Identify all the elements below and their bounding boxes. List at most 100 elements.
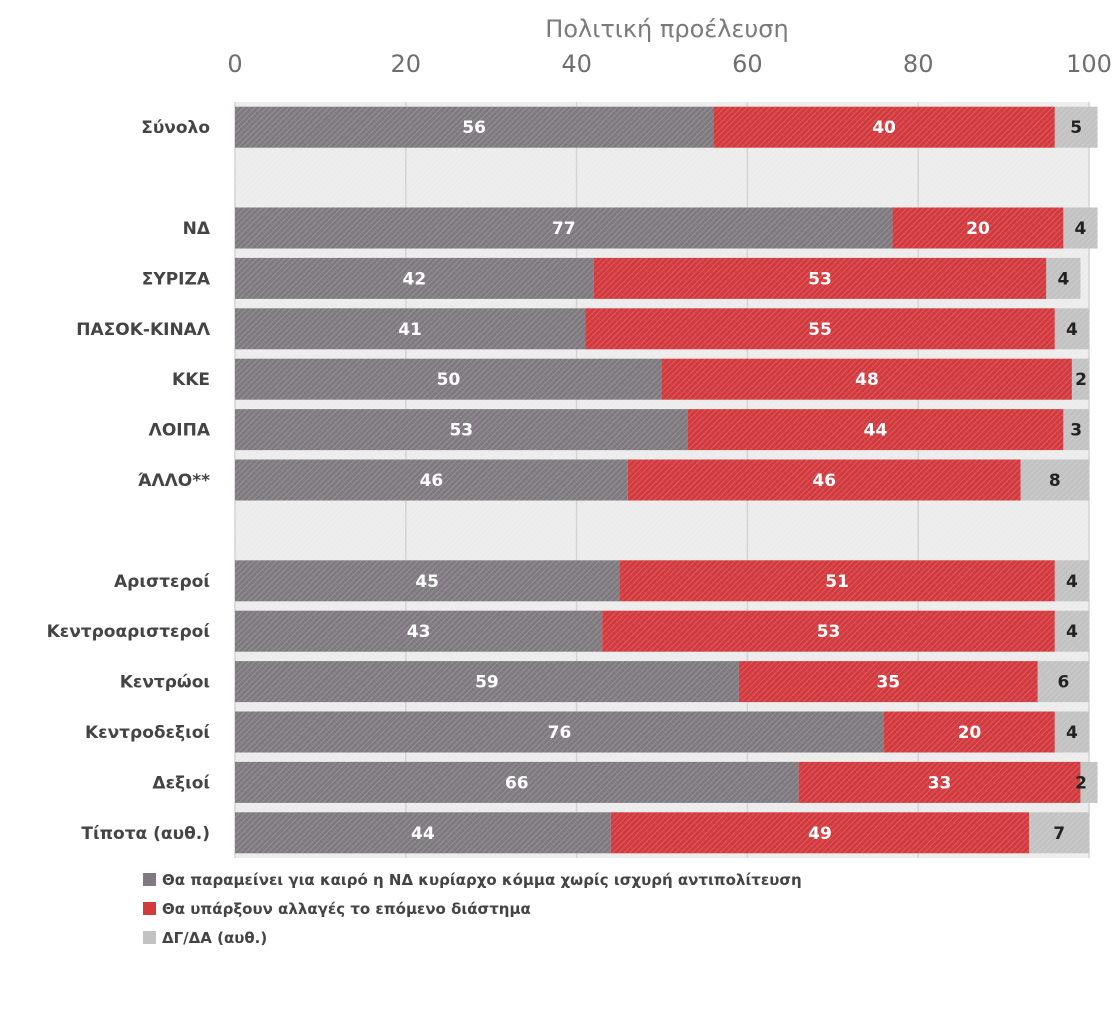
bar-segment-texture (235, 661, 739, 703)
legend-swatch (143, 873, 156, 886)
legend-swatch (143, 931, 156, 944)
x-tick-label: 0 (227, 50, 242, 78)
bar-segment-texture (1054, 560, 1089, 602)
category-label: Τίποτα (αυθ.) (81, 824, 210, 844)
bar-segment-texture (1054, 106, 1098, 148)
bar-data-label: 46 (812, 471, 836, 491)
bar-data-label: 7 (1053, 824, 1065, 844)
category-label: ΠΑΣΟΚ-ΚΙΝΑΛ (76, 320, 211, 340)
bar-segment-texture (1063, 409, 1089, 451)
bar-segment-texture (1020, 459, 1089, 501)
bar-data-label: 3 (1070, 421, 1082, 441)
bar-segment-texture (1029, 812, 1089, 854)
bar-data-label: 51 (825, 572, 849, 592)
category-label: ΆΛΛΟ** (138, 471, 210, 491)
bar-segment-texture (235, 459, 628, 501)
bar-data-label: 2 (1075, 773, 1087, 793)
bar-data-label: 50 (437, 370, 461, 390)
x-tick-label: 100 (1066, 50, 1112, 78)
bar-data-label: 48 (855, 370, 879, 390)
bar-segment-texture (1071, 358, 1089, 400)
bar-segment-texture (738, 661, 1038, 703)
bar-data-label: 35 (876, 673, 900, 693)
bar-data-label: 59 (475, 673, 499, 693)
bar-segment-texture (235, 610, 603, 652)
bar-data-label: 20 (966, 219, 990, 239)
bar-segment-texture (235, 257, 594, 299)
bar-data-label: 6 (1057, 673, 1069, 693)
bar-data-label: 4 (1066, 572, 1078, 592)
category-label: Σύνολο (141, 118, 210, 138)
category-labels: Σύνολο ΝΔ ΣΥΡΙΖΑ ΠΑΣΟΚ-ΚΙΝΑΛ ΚΚΕ ΛΟΙΠΑ ΆΛΛΟ** Α… (47, 118, 211, 844)
bar-segment-texture (1054, 610, 1089, 652)
category-label: ΝΔ (183, 219, 211, 239)
x-tick-label: 40 (561, 50, 592, 78)
bar-segment-texture (687, 409, 1064, 451)
bar-segment-texture (610, 812, 1030, 854)
bar-data-label: 44 (411, 824, 435, 844)
bar-segment-texture (798, 761, 1081, 803)
bar-segment-texture (593, 257, 1047, 299)
legend-swatch (143, 902, 156, 915)
bar-segment-texture (1080, 761, 1098, 803)
bar-segment-texture (713, 106, 1055, 148)
bar-segment-texture (235, 812, 611, 854)
bar-data-label: 45 (415, 572, 439, 592)
bar-segment-texture (1046, 257, 1081, 299)
category-label: ΛΟΙΠΑ (149, 421, 211, 441)
bar-segment-texture (1054, 711, 1089, 753)
category-label: Κεντρώοι (120, 673, 210, 693)
bar-data-label: 41 (398, 320, 422, 340)
bar-data-label: 76 (548, 723, 572, 743)
bar-data-label: 4 (1066, 622, 1078, 642)
bar-segment-texture (627, 459, 1021, 501)
legend-label: Θα υπάρξουν αλλαγές το επόμενο διάστημα (162, 900, 531, 918)
bar-data-label: 66 (505, 773, 529, 793)
x-tick-label: 20 (391, 50, 422, 78)
bar-data-label: 42 (403, 269, 427, 289)
bar-segment-texture (235, 761, 799, 803)
bar-data-label: 4 (1075, 219, 1087, 239)
bar-data-label: 40 (872, 118, 896, 138)
bar-data-label: 5 (1070, 118, 1082, 138)
bar-segment-texture (235, 358, 662, 400)
bar-segment-texture (884, 711, 1055, 753)
bar-data-label: 4 (1066, 320, 1078, 340)
category-label: Κεντροδεξιοί (85, 723, 210, 743)
bar-segment-texture (585, 308, 1055, 350)
bar-data-label: 53 (449, 421, 473, 441)
bar-data-label: 55 (808, 320, 832, 340)
bar-data-label: 49 (808, 824, 832, 844)
bar-segment-texture (235, 308, 586, 350)
x-axis-ticks: 0 20 40 60 80 100 (227, 50, 1112, 78)
bar-data-label: 2 (1075, 370, 1087, 390)
bar-segment-texture (235, 560, 620, 602)
bar-data-label: 44 (864, 421, 888, 441)
legend-label: ΔΓ/ΔΑ (αυθ.) (162, 929, 267, 947)
bar-segment-texture (235, 207, 893, 249)
category-label: ΣΥΡΙΖΑ (142, 269, 211, 289)
bar-segment-texture (602, 610, 1055, 652)
bar-segment-texture (235, 711, 885, 753)
bar-segment-texture (235, 106, 714, 148)
category-label: Κεντροαριστεροί (47, 622, 210, 642)
bar-data-label: 33 (928, 773, 952, 793)
bar-data-label: 56 (462, 118, 486, 138)
bar-segment-texture (1054, 308, 1089, 350)
legend-label: Θα παραμείνει για καιρό η ΝΔ κυρίαρχο κό… (162, 871, 802, 889)
bar-data-label: 4 (1057, 269, 1069, 289)
category-label: Δεξιοί (152, 773, 210, 793)
bar-segment-texture (662, 358, 1072, 400)
x-tick-label: 60 (732, 50, 763, 78)
bar-segment-texture (1063, 207, 1098, 249)
bar-data-label: 8 (1049, 471, 1061, 491)
bar-data-label: 20 (958, 723, 982, 743)
legend: Θα παραμείνει για καιρό η ΝΔ κυρίαρχο κό… (143, 871, 802, 947)
bar-data-label: 46 (420, 471, 444, 491)
bar-segment-texture (892, 207, 1064, 249)
bar-data-label: 53 (817, 622, 841, 642)
chart-title: Πολιτική προέλευση (545, 15, 788, 43)
bar-data-label: 4 (1066, 723, 1078, 743)
